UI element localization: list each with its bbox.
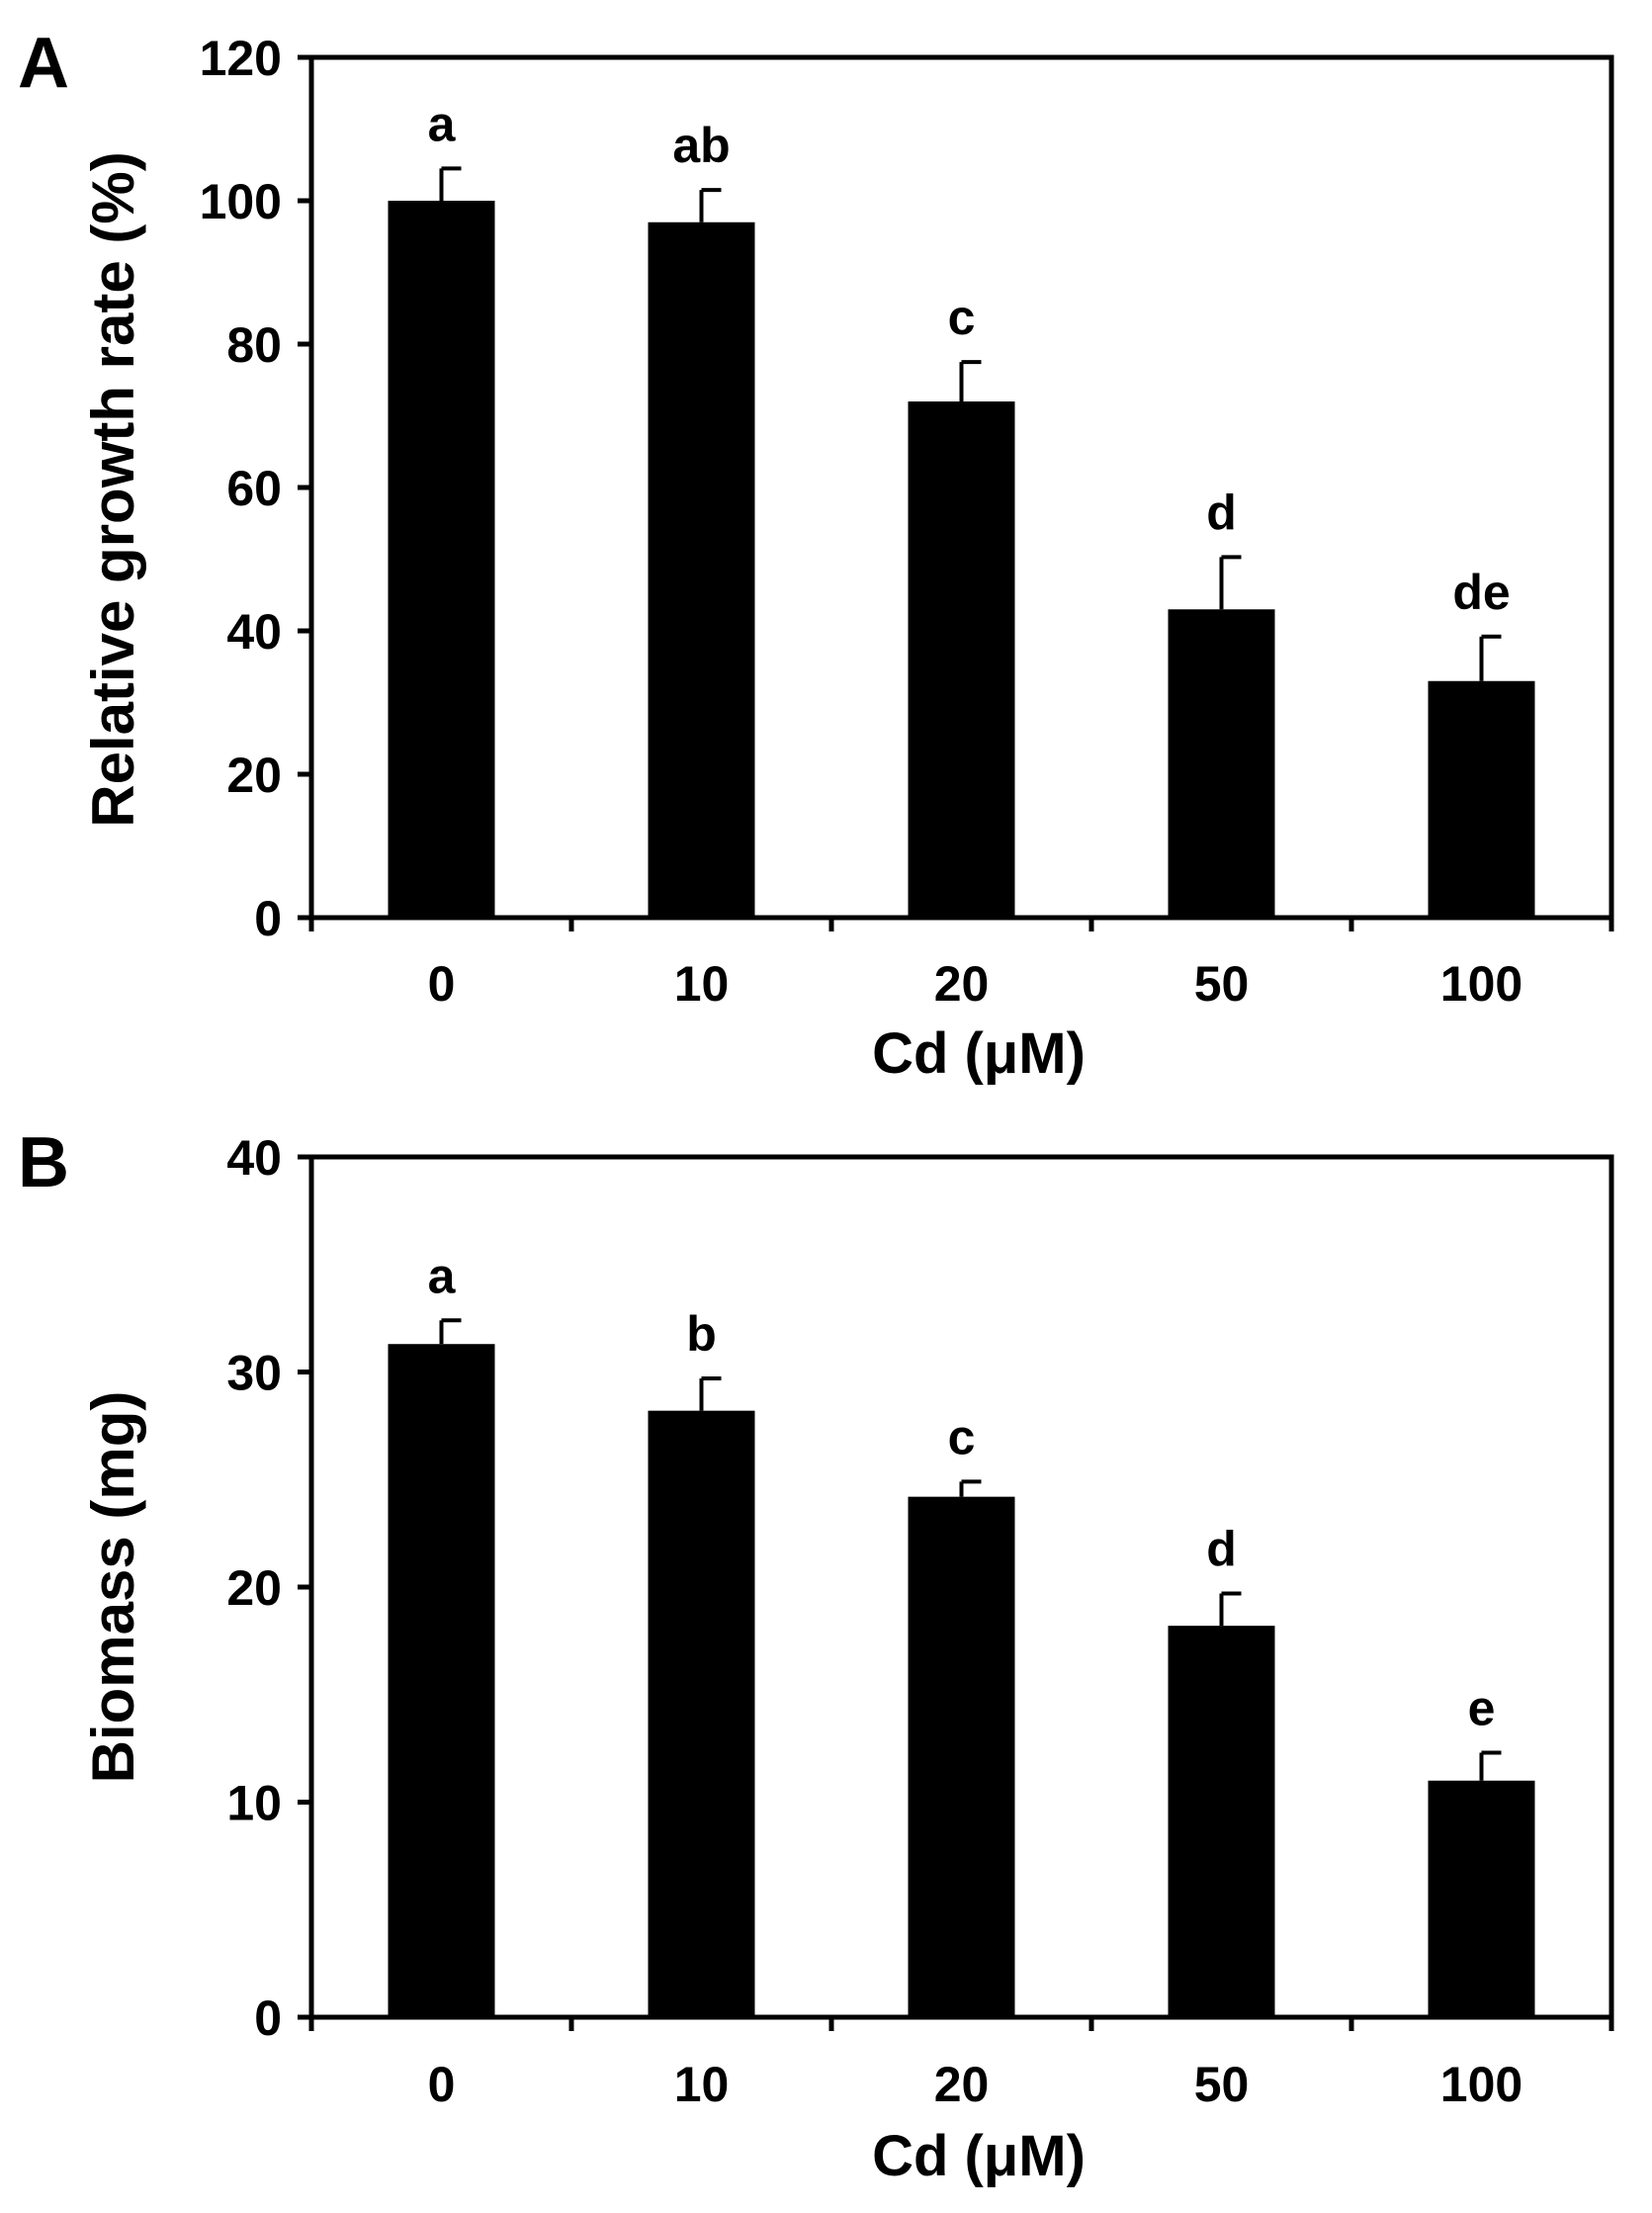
significance-label: d [1206,485,1237,540]
significance-label: a [428,1248,457,1303]
panel-b-x-axis-title: Cd (μM) [872,2124,1086,2188]
x-tick-label: 0 [428,956,456,1012]
x-tick-label: 0 [428,2057,456,2112]
y-tick-label: 60 [226,461,282,516]
panel-b-x-axis: 0 10 20 50 100 [308,2017,1614,2112]
bar [388,1344,495,2017]
x-tick-label: 20 [934,2057,990,2112]
x-tick-label: 10 [674,2057,730,2112]
bar [1168,1626,1275,2017]
x-tick-label: 50 [1194,2057,1250,2112]
y-tick-label: 120 [200,31,282,86]
bar [648,1410,755,2017]
x-tick-label: 20 [934,956,990,1012]
significance-label: e [1468,1680,1496,1735]
x-tick-label: 50 [1194,956,1250,1012]
panel-b-bars: a b c d e [388,1248,1535,2017]
y-tick-label: 0 [254,891,282,946]
panel-a: A 0 20 40 60 80 100 120 0 10 20 50 100 a ab c d de Cd … [18,24,1614,1086]
panel-b-y-axis: 0 10 20 30 40 [226,1130,311,2046]
panel-a-x-axis: 0 10 20 50 100 [308,918,1614,1012]
bar [1428,1780,1535,2017]
panel-a-x-axis-title: Cd (μM) [872,1021,1086,1086]
y-tick-label: 10 [226,1776,282,1831]
y-tick-label: 80 [226,317,282,373]
y-tick-label: 40 [226,1130,282,1186]
panel-a-y-axis-title: Relative growth rate (%) [80,151,146,827]
significance-label: c [948,290,976,345]
panel-a-bars: a ab c d de [388,96,1535,918]
bar [388,201,495,918]
y-tick-label: 40 [226,604,282,660]
significance-label: c [948,1409,976,1464]
bar [1168,609,1275,918]
y-tick-label: 20 [226,1560,282,1616]
y-tick-label: 30 [226,1346,282,1401]
x-tick-label: 100 [1440,2057,1522,2112]
bar [1428,680,1535,918]
bar [908,1496,1015,2017]
panel-b-label: B [18,1123,69,1202]
panel-a-y-axis: 0 20 40 60 80 100 120 [200,31,311,946]
y-tick-label: 0 [254,1991,282,2046]
significance-label: a [428,96,457,151]
y-tick-label: 20 [226,748,282,803]
panel-b: B 0 10 20 30 40 0 10 20 50 100 a b c d e Cd (μM) Bio… [18,1123,1614,2188]
x-tick-label: 100 [1440,956,1522,1012]
panel-b-y-axis-title: Biomass (mg) [80,1391,146,1784]
y-tick-label: 100 [200,174,282,229]
panel-a-label: A [18,24,69,103]
bar [908,401,1015,918]
significance-label: b [686,1306,717,1362]
x-tick-label: 10 [674,956,730,1012]
significance-label: d [1206,1522,1237,1577]
significance-label: de [1452,565,1510,620]
significance-label: ab [672,118,730,173]
bar [648,221,755,918]
